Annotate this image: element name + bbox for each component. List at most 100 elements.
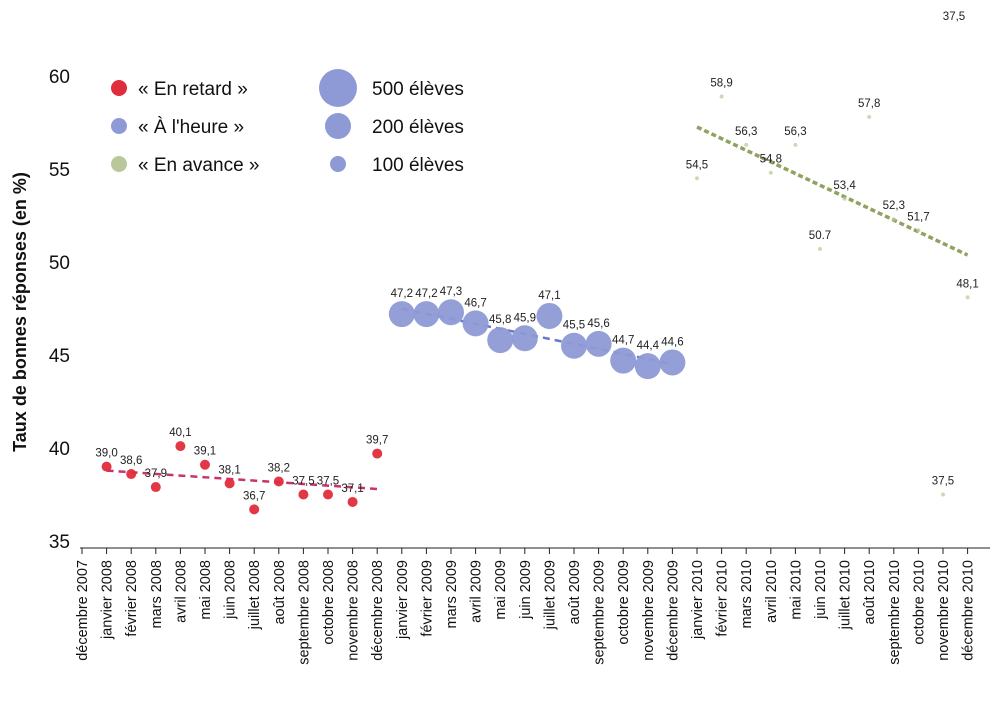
data-label: 44,4: [637, 340, 660, 352]
data-label: 37,1: [341, 483, 363, 495]
x-tick-label: juin 2009: [518, 560, 534, 620]
data-label: 58,9: [710, 77, 732, 89]
x-tick-label: avril 2010: [764, 560, 780, 623]
data-point: [768, 170, 773, 175]
data-label: 50.7: [809, 230, 831, 242]
data-point: [323, 489, 333, 500]
data-point: [347, 496, 358, 507]
data-point: [438, 299, 464, 326]
legend-label: « En avance »: [138, 155, 259, 176]
data-label: 39,7: [366, 435, 388, 447]
x-tick-label: août 2010: [862, 560, 878, 625]
data-point: [511, 325, 538, 352]
x-tick-label: septembre 2008: [296, 560, 312, 665]
data-label: 47,2: [391, 288, 413, 300]
data-point: [744, 142, 749, 147]
data-point: [695, 176, 699, 181]
x-tick-label: avril 2009: [469, 560, 485, 623]
y-axis-label: Taux de bonnes réponses (en %): [10, 172, 30, 452]
size-legend-bubble: [330, 156, 346, 172]
size-legend-bubble: [319, 69, 357, 107]
legend-swatch: [111, 118, 127, 134]
data-label: 38,2: [268, 462, 290, 474]
y-tick-label: 40: [49, 439, 70, 460]
data-point: [249, 504, 260, 515]
x-tick-label: juillet 2008: [247, 560, 263, 630]
trend-line: [106, 469, 378, 491]
data-label: 52,3: [883, 200, 905, 212]
y-tick-label: 60: [49, 67, 70, 88]
x-tick-label: juillet 2009: [542, 560, 558, 630]
data-label: 40,1: [169, 427, 191, 439]
data-label: 47,3: [440, 286, 462, 298]
data-label: 53,4: [833, 180, 856, 192]
data-point: [126, 469, 137, 480]
data-label: 56,3: [784, 126, 806, 138]
x-tick-label: février 2008: [124, 560, 140, 637]
data-point: [487, 327, 514, 354]
legend-swatch: [111, 156, 127, 172]
data-point: [659, 349, 686, 376]
data-label: 46,7: [464, 297, 486, 309]
y-tick-label: 35: [49, 532, 70, 553]
data-point: [413, 301, 440, 328]
x-tick-label: février 2010: [715, 560, 731, 637]
data-label: 54,5: [686, 159, 708, 171]
x-tick-label: septembre 2009: [592, 560, 608, 665]
data-point: [842, 196, 847, 201]
size-legend-bubble: [325, 113, 351, 139]
legend-swatch: [111, 80, 127, 96]
data-point: [372, 448, 383, 459]
x-tick-label: août 2008: [272, 560, 288, 625]
data-label: 45,5: [563, 320, 585, 332]
trend-line: [696, 125, 969, 257]
x-axis: décembre 2007 janvier 2008 février 2008 mar…: [75, 547, 990, 665]
x-tick-label: mars 2009: [444, 560, 460, 629]
legend-label: « En retard »: [138, 79, 248, 100]
data-label: 45,9: [514, 312, 536, 324]
data-point: [561, 332, 587, 359]
data-point: [585, 330, 612, 357]
x-tick-label: juin 2010: [813, 560, 829, 620]
data-label: 44,7: [612, 335, 634, 347]
data-label: 56,3: [735, 126, 757, 138]
x-tick-label: mars 2010: [739, 560, 755, 629]
data-label: 38,6: [120, 455, 142, 467]
data-point: [610, 347, 637, 374]
data-label: 38,1: [218, 464, 240, 476]
data-point: [150, 482, 161, 493]
annotation-label: 37,5: [943, 11, 965, 23]
data-label: 45,8: [489, 314, 511, 326]
data-label: 37,5: [292, 476, 314, 488]
y-tick-label: 55: [49, 160, 70, 181]
data-point: [634, 353, 661, 380]
x-tick-label: octobre 2010: [911, 560, 927, 645]
data-point: [536, 302, 563, 329]
x-tick-label: août 2009: [567, 560, 583, 625]
x-tick-label: octobre 2009: [616, 560, 632, 645]
data-label: 48,1: [956, 278, 978, 290]
x-tick-label: décembre 2008: [370, 560, 386, 661]
data-point: [273, 476, 284, 487]
x-tick-label: septembre 2010: [887, 560, 903, 665]
y-tick-label: 45: [49, 346, 70, 367]
data-point: [719, 94, 724, 99]
data-points: [101, 94, 970, 515]
size-legend-label: 200 élèves: [372, 117, 464, 138]
y-ticks: 35 40 45 50 55 60: [49, 67, 70, 553]
x-tick-label: novembre 2009: [641, 560, 657, 661]
x-tick-label: mai 2009: [493, 560, 509, 620]
data-point: [101, 461, 112, 472]
data-label: 54,8: [760, 154, 782, 166]
x-tick-label: juin 2008: [223, 560, 239, 620]
data-point: [388, 301, 415, 328]
x-tick-label: mars 2008: [149, 560, 165, 629]
data-point: [965, 295, 970, 300]
y-tick-label: 50: [49, 253, 70, 274]
data-point: [916, 228, 921, 233]
data-point: [298, 489, 309, 500]
x-tick-label: avril 2008: [173, 560, 189, 623]
data-point: [867, 114, 872, 119]
x-tick-label: juillet 2010: [838, 560, 854, 630]
